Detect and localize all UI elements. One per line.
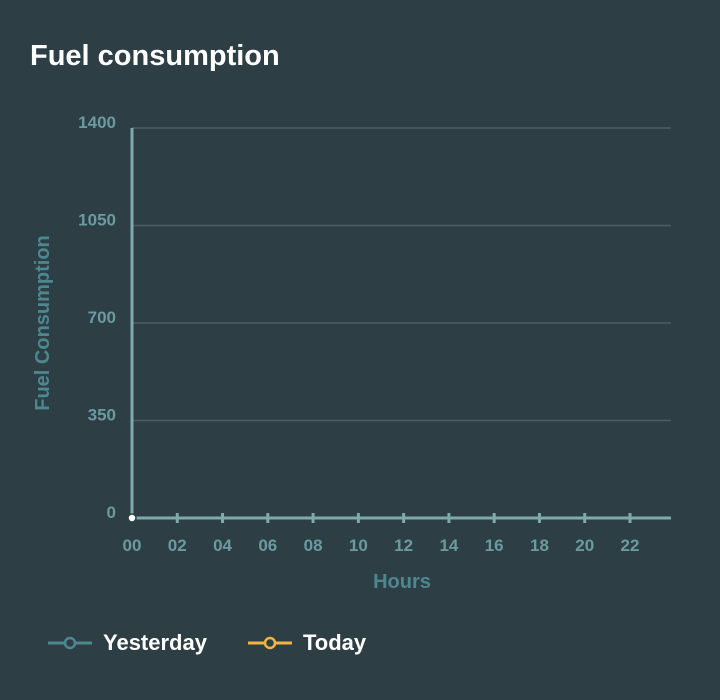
legend: Yesterday Today <box>47 630 406 656</box>
x-tick-label: 22 <box>621 536 640 555</box>
y-tick-label: 350 <box>88 406 116 425</box>
x-tick-label: 02 <box>168 536 187 555</box>
grid-lines: 0 350 700 1050 1400 <box>78 113 671 522</box>
x-ticks: 00 02 04 06 08 10 12 14 16 18 20 22 <box>123 513 640 555</box>
x-tick-label: 08 <box>304 536 323 555</box>
x-tick-label: 12 <box>394 536 413 555</box>
x-tick-label: 20 <box>575 536 594 555</box>
y-tick-label: 700 <box>88 308 116 327</box>
yesterday-line-icon <box>48 636 92 650</box>
data-point[interactable] <box>127 513 137 523</box>
y-tick-label: 0 <box>107 503 116 522</box>
y-axis-label: Fuel Consumption <box>32 235 54 411</box>
series-layer <box>127 513 137 523</box>
legend-item-today[interactable]: Today <box>247 630 366 656</box>
x-tick-label: 18 <box>530 536 549 555</box>
x-tick-label: 06 <box>258 536 277 555</box>
legend-item-yesterday[interactable]: Yesterday <box>47 630 207 656</box>
x-axis-label: Hours <box>373 571 431 593</box>
legend-label-yesterday: Yesterday <box>103 630 207 655</box>
legend-label-today: Today <box>302 630 367 655</box>
chart-title: Fuel consumption <box>30 40 280 72</box>
x-tick-label: 10 <box>349 536 368 555</box>
y-tick-label: 1400 <box>78 113 116 132</box>
x-tick-label: 14 <box>439 536 458 555</box>
today-line-icon <box>247 636 292 650</box>
x-tick-label: 00 <box>123 536 142 555</box>
x-tick-label: 16 <box>485 536 504 555</box>
x-tick-label: 04 <box>213 536 232 555</box>
y-tick-label: 1050 <box>78 211 116 230</box>
